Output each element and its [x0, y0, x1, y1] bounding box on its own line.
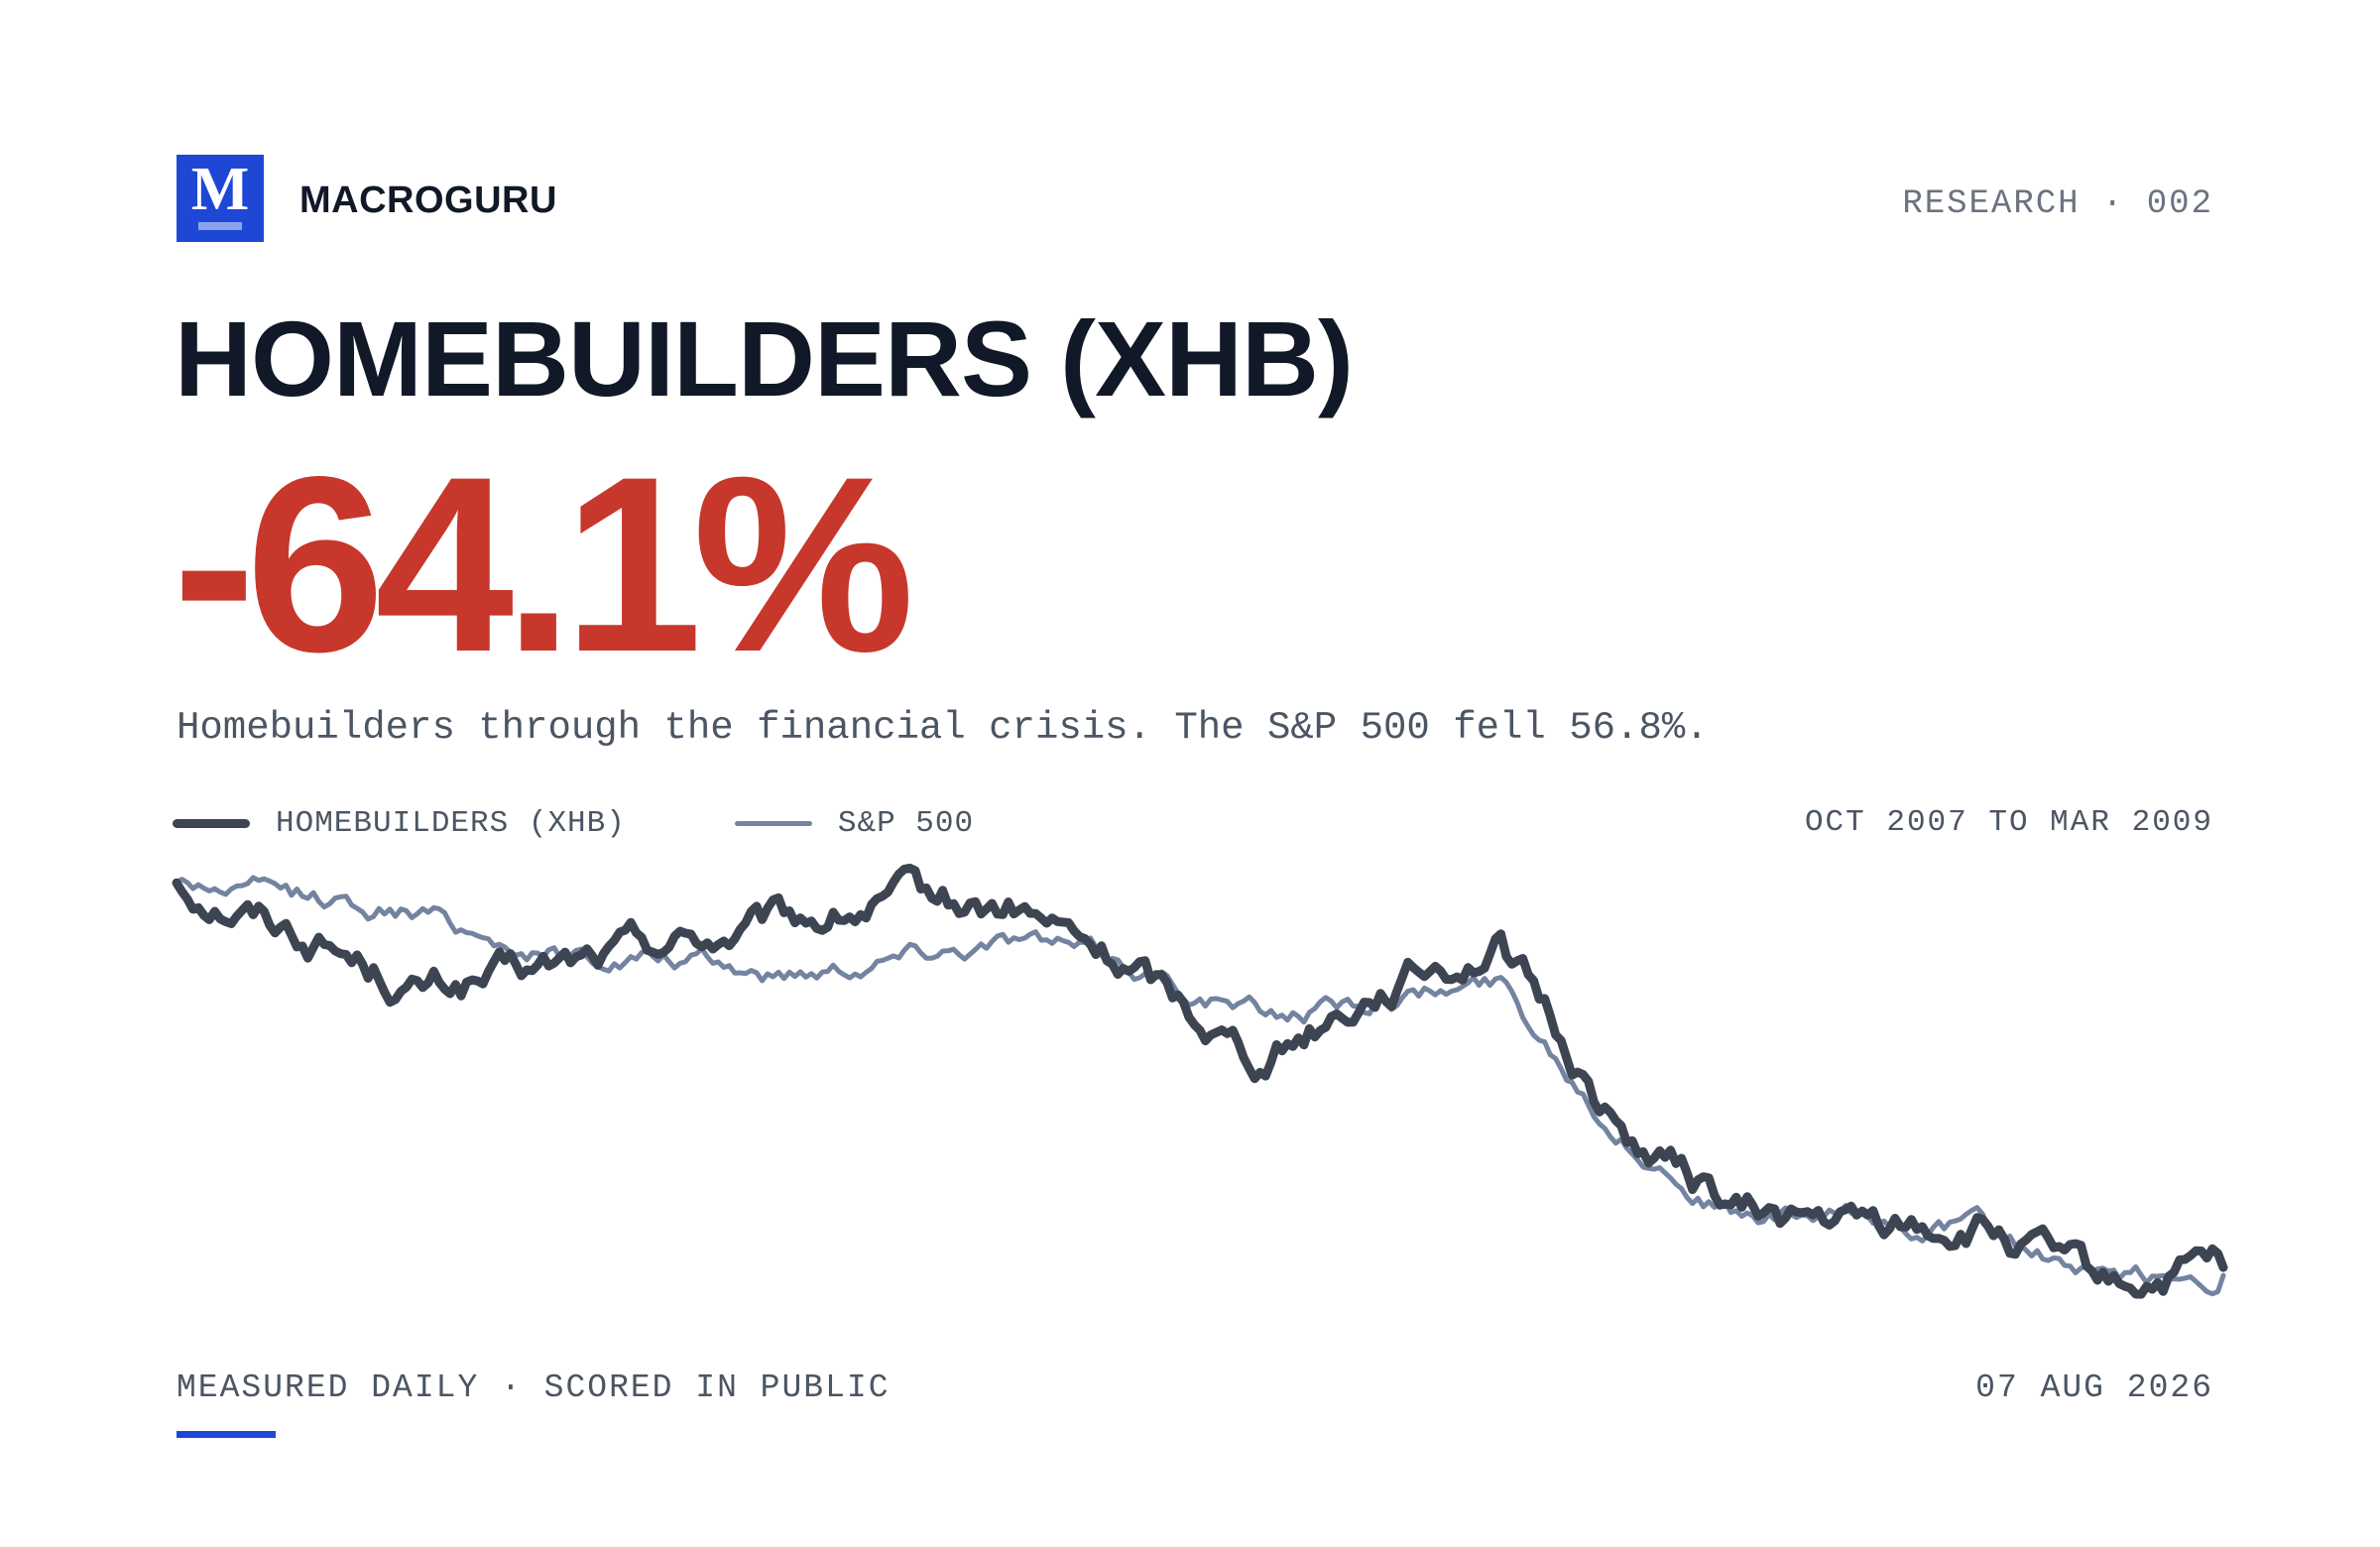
legend-item-homebuilders: HOMEBUILDERS (XHB) — [173, 806, 626, 841]
page-title: HOMEBUILDERS (XHB) — [175, 298, 1354, 418]
series-line-sp500 — [174, 875, 2226, 1297]
brand-logo: M — [177, 155, 264, 242]
series-line-homebuilders — [172, 863, 2228, 1299]
brand-name: MACROGURU — [299, 179, 557, 221]
footer-tagline: MEASURED DAILY · SCORED IN PUBLIC — [177, 1369, 891, 1406]
legend-swatch-sp500 — [734, 820, 812, 826]
legend-swatch-homebuilders — [173, 818, 250, 828]
research-label: RESEARCH · 002 — [1902, 185, 2213, 223]
legend-label-sp500: S&P 500 — [837, 805, 975, 841]
logo-underline — [198, 222, 242, 230]
footer-date: 07 AUG 2026 — [1975, 1369, 2213, 1406]
headline-subtitle: Homebuilders through the financial crisi… — [177, 706, 1709, 750]
chart-date-range: OCT 2007 TO MAR 2009 — [1804, 805, 2213, 840]
legend-label-homebuilders: HOMEBUILDERS (XHB) — [276, 805, 626, 841]
logo-letter: M — [190, 156, 250, 223]
legend-item-sp500: S&P 500 — [734, 805, 975, 841]
footer-accent-bar — [177, 1431, 276, 1438]
line-chart — [172, 863, 2228, 1299]
headline-change-value: -64.1% — [173, 425, 914, 704]
chart-legend: HOMEBUILDERS (XHB) S&P 500 — [173, 801, 1083, 845]
